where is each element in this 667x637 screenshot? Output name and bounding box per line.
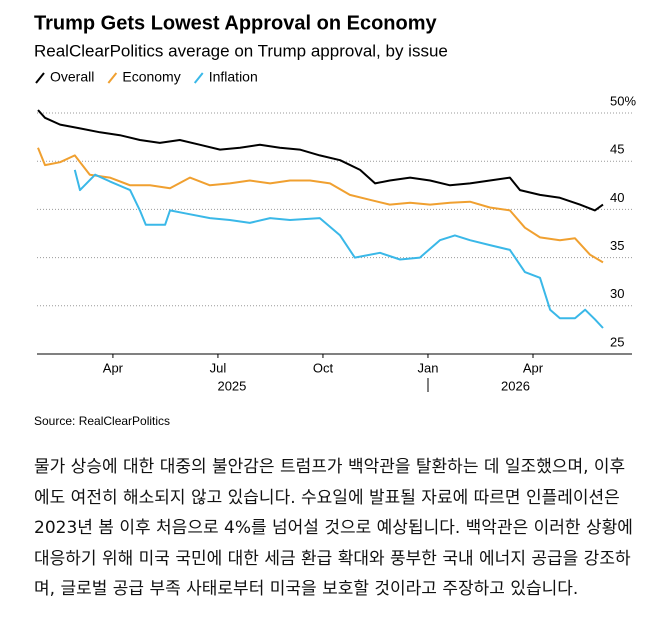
y-tick-label: 35 [610, 238, 624, 253]
legend-label: Overall [50, 69, 94, 85]
legend-swatch [193, 72, 204, 84]
legend-label: Economy [122, 69, 180, 85]
source: Source: RealClearPolitics [34, 414, 170, 428]
y-tick-label: 40 [610, 190, 624, 205]
chart-title: Trump Gets Lowest Approval on Economy [34, 12, 438, 34]
series-line [73, 169, 604, 329]
x-year-label: 2025 [217, 378, 246, 393]
body-paragraph: 물가 상승에 대한 대중의 불안감은 트럼프가 백악관을 탈환하는 데 일조했으… [34, 457, 633, 599]
x-tick-label: Oct [313, 360, 334, 375]
chart: Trump Gets Lowest Approval on Economy Re… [34, 12, 636, 428]
series-line [37, 109, 604, 212]
y-tick-label: 30 [610, 286, 624, 301]
y-tick-label: 50% [610, 93, 636, 108]
x-tick-label: Apr [523, 360, 544, 375]
y-tick-label: 25 [610, 334, 624, 349]
x-tick-label: Jan [417, 360, 438, 375]
legend-swatch [107, 72, 118, 84]
y-tick-label: 45 [610, 142, 624, 157]
chart-subtitle: RealClearPolitics average on Trump appro… [34, 41, 448, 60]
legend-swatch [35, 72, 45, 84]
x-tick-label: Jul [210, 360, 227, 375]
x-year-label: 2026 [501, 378, 530, 393]
series-line [37, 147, 604, 264]
x-tick-label: Apr [103, 360, 124, 375]
legend-label: Inflation [209, 69, 258, 85]
